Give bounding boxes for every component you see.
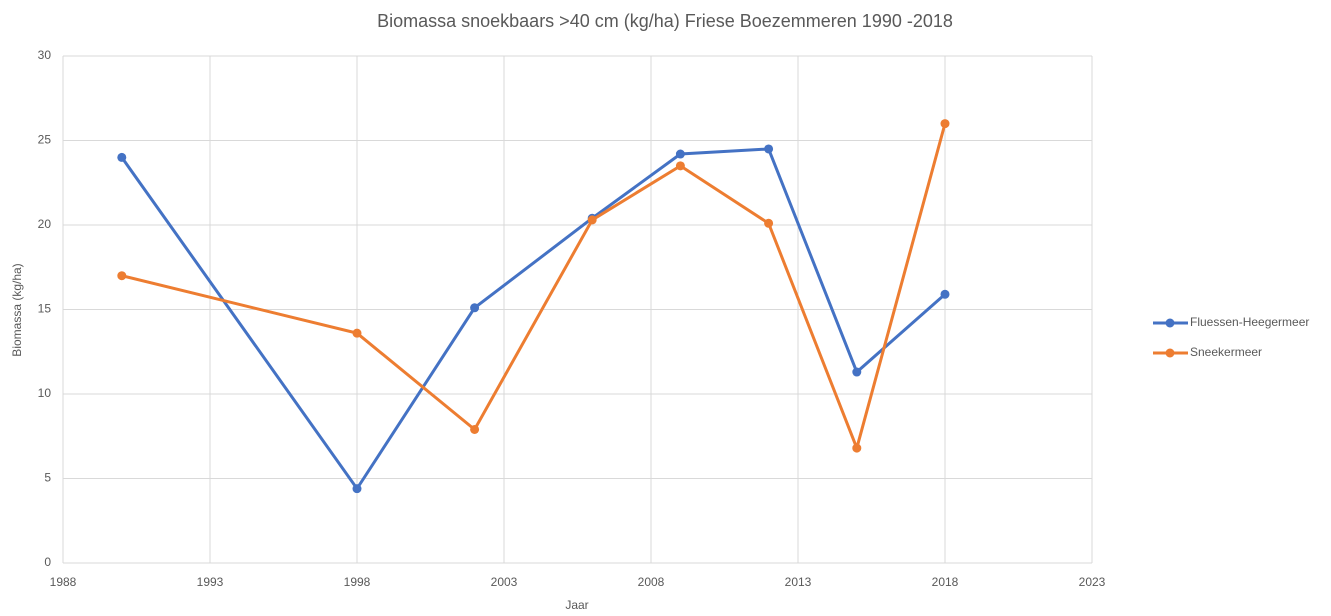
line bbox=[121, 123, 947, 453]
line bbox=[120, 147, 946, 492]
x-tick-label: 1993 bbox=[197, 575, 224, 589]
point bbox=[352, 328, 362, 338]
point bbox=[470, 303, 480, 313]
chart-title: Biomassa snoekbaars >40 cm (kg/ha) Fries… bbox=[377, 11, 953, 31]
x-axis-label: Jaar bbox=[565, 598, 588, 612]
x-tick-label: 2018 bbox=[932, 575, 959, 589]
point bbox=[352, 484, 362, 494]
y-tick-label: 25 bbox=[38, 133, 52, 147]
y-tick-label: 30 bbox=[38, 48, 52, 62]
y-tick-label: 0 bbox=[44, 555, 51, 569]
legend-label: Sneekermeer bbox=[1190, 345, 1262, 359]
x-tick-label: 2003 bbox=[491, 575, 518, 589]
point bbox=[852, 443, 862, 453]
point bbox=[675, 149, 685, 159]
y-axis-label: Biomassa (kg/ha) bbox=[10, 263, 24, 356]
point bbox=[940, 289, 950, 299]
y-tick-label: 15 bbox=[38, 302, 52, 316]
legend-marker bbox=[1165, 318, 1175, 328]
legend-label: Fluessen-Heegermeer bbox=[1190, 315, 1309, 329]
x-tick-label: 2008 bbox=[638, 575, 665, 589]
point bbox=[587, 215, 597, 225]
y-tick-label: 10 bbox=[38, 386, 52, 400]
point bbox=[675, 161, 685, 171]
x-tick-label: 1988 bbox=[50, 575, 77, 589]
point bbox=[117, 152, 127, 162]
x-tick-label: 1998 bbox=[344, 575, 371, 589]
x-tick-label: 2023 bbox=[1079, 575, 1106, 589]
point bbox=[852, 367, 862, 377]
point bbox=[117, 271, 127, 281]
x-tick-label: 2013 bbox=[785, 575, 812, 589]
legend-marker bbox=[1165, 348, 1175, 358]
point bbox=[764, 144, 774, 154]
point bbox=[940, 119, 950, 129]
y-tick-label: 20 bbox=[38, 217, 52, 231]
y-tick-label: 5 bbox=[44, 471, 51, 485]
point bbox=[764, 218, 774, 228]
point bbox=[470, 424, 480, 434]
